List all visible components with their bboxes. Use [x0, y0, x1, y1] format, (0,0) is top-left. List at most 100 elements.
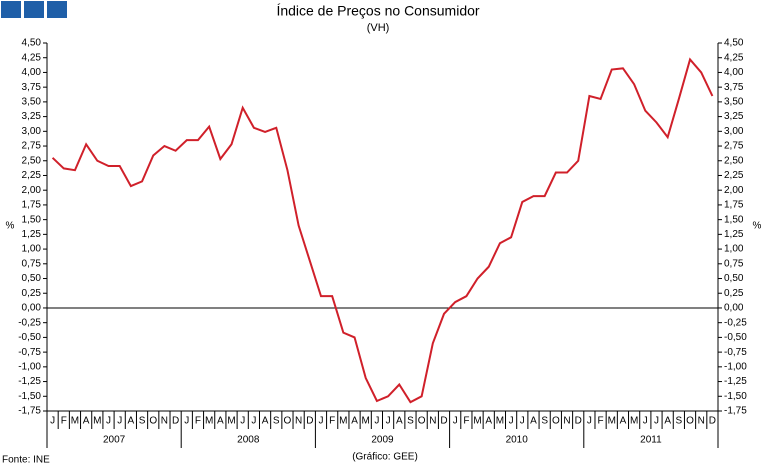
x-tick-label: O [686, 416, 694, 427]
x-tick-label: J [587, 416, 592, 427]
x-tick-label: A [664, 416, 671, 427]
y-tick-label: 0,50 [22, 273, 42, 284]
year-label: 2011 [640, 435, 662, 446]
y-tick-label: 0,75 [724, 258, 744, 269]
x-tick-label: F [195, 416, 201, 427]
year-label: 2010 [506, 435, 529, 446]
y-tick-label: 3,50 [724, 97, 744, 108]
y-tick-label: -1,75 [724, 406, 747, 417]
y-tick-label: 1,75 [22, 200, 42, 211]
x-tick-label: A [262, 416, 269, 427]
chart-title: Índice de Preços no Consumidor [276, 3, 479, 19]
y-tick-label: 3,75 [22, 82, 42, 93]
x-tick-label: A [83, 416, 90, 427]
x-tick-label: O [149, 416, 157, 427]
y-tick-label: 1,75 [724, 200, 744, 211]
y-tick-label: 1,50 [724, 214, 744, 225]
y-tick-label: 0,00 [22, 303, 42, 314]
y-tick-label: 0,25 [724, 288, 744, 299]
y-tick-label: 1,25 [724, 229, 744, 240]
x-tick-label: A [217, 416, 224, 427]
x-tick-label: O [284, 416, 292, 427]
x-tick-label: M [339, 416, 347, 427]
y-tick-label: -1,25 [18, 376, 41, 387]
y-tick-label: -0,25 [18, 317, 41, 328]
y-tick-label: 4,25 [22, 52, 42, 63]
x-tick-label: J [251, 416, 256, 427]
logo-block [1, 1, 21, 18]
x-tick-label: F [463, 416, 469, 427]
x-tick-label: A [485, 416, 492, 427]
x-tick-label: A [128, 416, 135, 427]
credit: (Gráfico: GEE) [352, 452, 418, 463]
y-tick-label: -1,50 [724, 391, 747, 402]
y-tick-label: -1,25 [724, 376, 747, 387]
x-tick-label: S [273, 416, 280, 427]
x-tick-label: F [61, 416, 67, 427]
x-tick-label: J [509, 416, 514, 427]
x-tick-label: D [440, 416, 447, 427]
x-tick-label: N [161, 416, 168, 427]
x-tick-label: J [240, 416, 245, 427]
x-tick-label: S [139, 416, 146, 427]
y-tick-label: 2,25 [724, 170, 744, 181]
x-tick-label: A [351, 416, 358, 427]
x-tick-label: A [620, 416, 627, 427]
y-tick-label: 3,50 [22, 97, 42, 108]
x-tick-label: A [396, 416, 403, 427]
x-tick-label: N [563, 416, 570, 427]
year-label: 2008 [237, 435, 260, 446]
x-tick-label: M [227, 416, 235, 427]
y-tick-label: 3,25 [22, 111, 42, 122]
y-tick-label: -1,00 [724, 361, 747, 372]
y-tick-label: 2,75 [724, 141, 744, 152]
y-tick-label: 2,75 [22, 141, 42, 152]
y-tick-label: 2,00 [22, 185, 42, 196]
y-tick-label: 2,00 [724, 185, 744, 196]
y-tick-label: 1,00 [22, 244, 42, 255]
y-tick-label: 4,50 [724, 38, 744, 49]
x-tick-label: J [453, 416, 458, 427]
y-tick-label: 0,75 [22, 258, 42, 269]
x-tick-label: M [630, 416, 638, 427]
x-tick-label: M [496, 416, 504, 427]
x-tick-label: D [709, 416, 716, 427]
x-tick-label: S [676, 416, 683, 427]
x-tick-label: M [473, 416, 481, 427]
x-tick-label: M [608, 416, 616, 427]
y-tick-label: 2,25 [22, 170, 42, 181]
x-tick-label: A [530, 416, 537, 427]
x-tick-label: J [386, 416, 391, 427]
y-tick-label: 3,00 [724, 126, 744, 137]
y-tick-label: 3,25 [724, 111, 744, 122]
chart-subtitle: (VH) [367, 22, 390, 34]
y-tick-label: 0,25 [22, 288, 42, 299]
x-tick-label: D [575, 416, 582, 427]
y-tick-label: -1,75 [18, 406, 41, 417]
y-tick-label: -0,75 [18, 347, 41, 358]
y-tick-label: 3,00 [22, 126, 42, 137]
y-tick-label: 0,50 [724, 273, 744, 284]
x-tick-label: D [306, 416, 313, 427]
y-tick-label: 1,50 [22, 214, 42, 225]
y-tick-label: 4,50 [22, 38, 42, 49]
x-tick-label: J [106, 416, 111, 427]
x-tick-label: F [598, 416, 604, 427]
y-tick-label: 1,25 [22, 229, 42, 240]
x-tick-label: J [520, 416, 525, 427]
y-tick-label: -0,25 [724, 317, 747, 328]
x-tick-label: N [295, 416, 302, 427]
x-tick-label: N [698, 416, 705, 427]
x-tick-label: J [318, 416, 323, 427]
x-tick-label: N [429, 416, 436, 427]
x-tick-label: O [418, 416, 426, 427]
y-tick-label: -0,50 [724, 332, 747, 343]
x-tick-label: F [329, 416, 335, 427]
y-tick-label: -0,75 [724, 347, 747, 358]
year-label: 2007 [103, 435, 126, 446]
x-tick-label: S [541, 416, 548, 427]
y-tick-label: -1,00 [18, 361, 41, 372]
x-tick-label: J [643, 416, 648, 427]
y-axis-label: % [753, 221, 762, 232]
